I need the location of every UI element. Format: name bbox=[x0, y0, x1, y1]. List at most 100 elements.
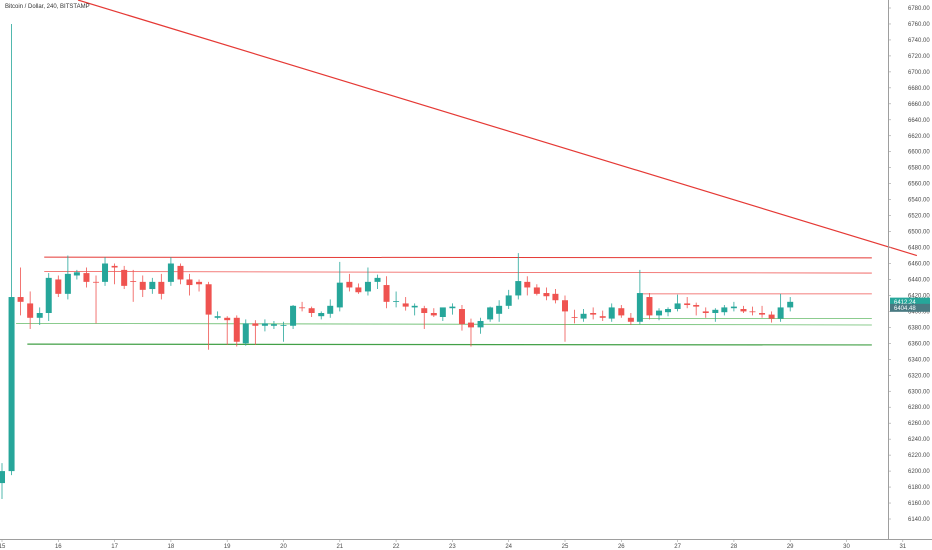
time-tick-label: 25 bbox=[562, 544, 569, 550]
trend-line-lower-mid bbox=[16, 322, 872, 326]
time-tick-label: 21 bbox=[336, 544, 343, 550]
candle-body bbox=[196, 281, 203, 285]
price-tick-label: 6380.00 bbox=[908, 325, 930, 331]
candle-body bbox=[730, 306, 737, 309]
candle bbox=[571, 309, 578, 324]
price-tick-label: 6680.00 bbox=[908, 86, 930, 92]
time-axis[interactable]: 15 16 17 18 19 20 21 22 23 24 25 26 27 28 29 30 31 bbox=[0, 539, 907, 550]
candle bbox=[421, 305, 428, 329]
candle bbox=[0, 463, 5, 500]
candle bbox=[27, 291, 34, 329]
candle-body bbox=[571, 316, 578, 318]
price-tick-label: 6620.00 bbox=[908, 134, 930, 140]
candle bbox=[524, 276, 531, 296]
candle bbox=[496, 300, 503, 322]
candle-body bbox=[364, 281, 371, 292]
candle-body bbox=[83, 273, 90, 282]
candle-body bbox=[336, 282, 343, 308]
candle-body bbox=[449, 306, 456, 309]
price-tick-label: 6220.00 bbox=[908, 453, 930, 459]
candle-body bbox=[327, 305, 334, 314]
candle bbox=[402, 297, 409, 311]
candle-body bbox=[167, 263, 174, 282]
candle-body bbox=[45, 277, 52, 314]
time-tick-label: 30 bbox=[843, 544, 850, 550]
price-tick-label: 6340.00 bbox=[908, 357, 930, 363]
candle-body bbox=[318, 313, 325, 317]
candle-body bbox=[224, 317, 231, 321]
candle bbox=[139, 275, 146, 298]
candle bbox=[759, 305, 766, 318]
candle-body bbox=[261, 323, 268, 326]
candle-body bbox=[768, 314, 775, 319]
price-tick-label: 6760.00 bbox=[908, 22, 930, 28]
candle-body bbox=[252, 323, 259, 326]
candle bbox=[346, 273, 353, 292]
candle bbox=[721, 305, 728, 316]
time-tick-label: 26 bbox=[618, 544, 625, 550]
candle-body bbox=[496, 305, 503, 314]
candle-body bbox=[102, 263, 109, 282]
candle bbox=[693, 302, 700, 316]
candle bbox=[768, 311, 775, 323]
time-tick-label: 20 bbox=[280, 544, 287, 550]
candle bbox=[740, 305, 747, 314]
price-tick-label: 6740.00 bbox=[908, 38, 930, 44]
candle bbox=[55, 275, 62, 298]
candle bbox=[130, 269, 137, 302]
candle-body bbox=[121, 269, 128, 286]
price-axis[interactable]: 6780.00 6760.00 6740.00 6720.00 6700.00 6680.… bbox=[888, 6, 930, 523]
candle-body bbox=[299, 307, 306, 309]
candle bbox=[580, 309, 587, 322]
candle bbox=[515, 253, 522, 300]
candle-body bbox=[439, 307, 446, 317]
candle bbox=[167, 257, 174, 286]
candle-body bbox=[93, 281, 100, 283]
price-tick-label: 6500.00 bbox=[908, 230, 930, 236]
price-tick-label: 6720.00 bbox=[908, 54, 930, 60]
candle-body bbox=[393, 301, 400, 302]
price-tick-label: 6440.00 bbox=[908, 277, 930, 283]
candle-body bbox=[533, 287, 540, 294]
time-tick-label: 15 bbox=[0, 544, 6, 550]
candle-body bbox=[627, 317, 634, 322]
candle bbox=[205, 281, 212, 350]
price-tag-last: 6412.24 bbox=[894, 300, 916, 306]
time-tick-label: 23 bbox=[449, 544, 456, 550]
candle-body bbox=[177, 265, 184, 280]
time-tick-label: 19 bbox=[224, 544, 231, 550]
candle bbox=[674, 294, 681, 312]
time-tick-label: 27 bbox=[674, 544, 681, 550]
price-tick-label: 6180.00 bbox=[908, 485, 930, 491]
price-tag-second: 6404.48 bbox=[894, 306, 916, 312]
candle bbox=[684, 297, 691, 309]
candle bbox=[787, 297, 794, 312]
candle bbox=[467, 318, 474, 347]
candle bbox=[777, 293, 784, 322]
price-tick-label: 6200.00 bbox=[908, 469, 930, 475]
time-tick-label: 16 bbox=[55, 544, 62, 550]
candle-body bbox=[346, 281, 353, 288]
candle-body bbox=[787, 301, 794, 308]
candle-body bbox=[139, 281, 146, 290]
candle-body bbox=[205, 284, 212, 315]
candle-body bbox=[430, 313, 437, 316]
candle bbox=[36, 307, 43, 325]
candle-body bbox=[477, 320, 484, 328]
candle-body bbox=[458, 309, 465, 325]
candle-body bbox=[111, 265, 118, 268]
candle-body bbox=[290, 305, 297, 326]
candle-body bbox=[712, 309, 719, 314]
candle bbox=[636, 269, 643, 325]
candle-body bbox=[590, 313, 597, 315]
candle bbox=[336, 261, 343, 312]
candle bbox=[590, 307, 597, 320]
candle bbox=[177, 263, 184, 285]
candle bbox=[533, 284, 540, 296]
time-tick-label: 22 bbox=[393, 544, 400, 550]
candle-body bbox=[515, 281, 522, 296]
candle-body bbox=[524, 281, 531, 288]
candle-body bbox=[242, 323, 249, 344]
